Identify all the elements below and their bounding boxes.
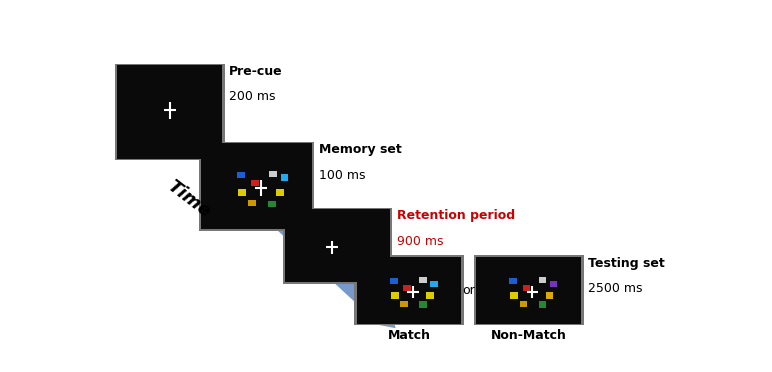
Bar — [268, 201, 276, 207]
Bar — [419, 301, 427, 308]
Bar — [400, 301, 408, 307]
Text: 100 ms: 100 ms — [319, 169, 366, 182]
Bar — [474, 256, 584, 325]
Bar — [201, 144, 312, 230]
Bar — [419, 277, 427, 283]
Text: Pre-cue: Pre-cue — [229, 65, 283, 78]
Bar — [269, 171, 277, 177]
Text: Match: Match — [388, 329, 431, 342]
Bar — [354, 256, 464, 325]
Text: Retention period: Retention period — [397, 209, 515, 222]
Bar — [283, 208, 392, 283]
Bar — [430, 281, 438, 287]
Bar — [285, 209, 390, 282]
Bar — [520, 301, 527, 307]
Bar — [426, 292, 434, 299]
Polygon shape — [124, 76, 396, 328]
Bar — [251, 180, 259, 186]
Bar — [539, 301, 547, 308]
Text: Non-Match: Non-Match — [491, 329, 567, 342]
Bar — [199, 142, 314, 231]
Bar — [403, 285, 411, 291]
Bar — [237, 172, 245, 178]
Text: or: or — [462, 284, 476, 297]
Text: 200 ms: 200 ms — [229, 90, 276, 103]
Bar — [276, 189, 284, 196]
Text: 2500 ms: 2500 ms — [588, 282, 643, 295]
Text: 900 ms: 900 ms — [397, 235, 443, 248]
Bar — [510, 292, 518, 299]
Text: Time: Time — [164, 177, 215, 221]
Bar — [550, 281, 557, 287]
Bar — [281, 174, 289, 181]
Bar — [523, 285, 530, 291]
Bar — [390, 278, 398, 285]
Bar — [546, 292, 554, 299]
Text: Testing set: Testing set — [588, 257, 665, 270]
Bar — [357, 257, 462, 324]
Bar — [539, 277, 547, 283]
Bar — [115, 64, 225, 160]
Bar — [510, 278, 517, 285]
Bar — [248, 200, 256, 206]
Bar — [476, 257, 581, 324]
Bar — [391, 292, 398, 299]
Bar — [239, 189, 246, 196]
Bar — [117, 65, 222, 159]
Text: Memory set: Memory set — [319, 144, 401, 157]
